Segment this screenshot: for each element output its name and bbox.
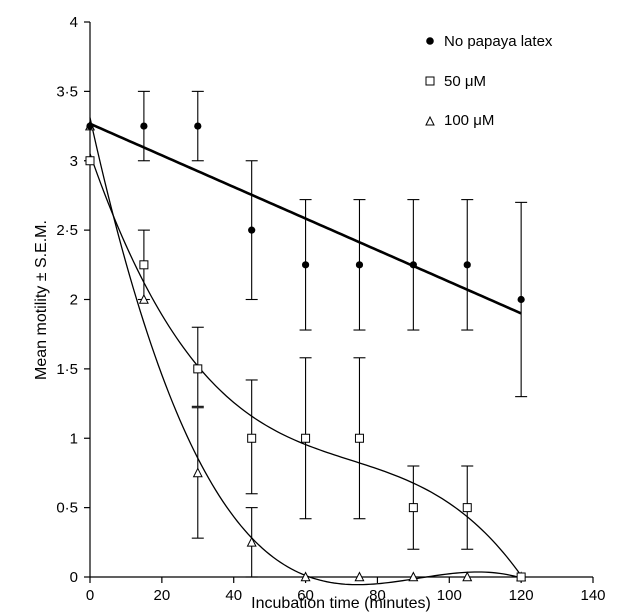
x-tick-label: 140	[580, 587, 605, 604]
legend-label-50um: 50 μM	[444, 73, 486, 90]
legend: No papaya latex 50 μM 100 μM	[425, 33, 553, 129]
y-tick-label: 4	[70, 14, 78, 31]
y-tick-label: 1	[70, 430, 78, 447]
data-point-no-papaya-latex	[248, 226, 256, 234]
x-tick-label: 0	[86, 587, 94, 604]
legend-label-100um: 100 μM	[444, 112, 494, 129]
x-tick-label: 120	[509, 587, 534, 604]
tick-group: 0 20 40 60 80 100 120 140 0 0·5 1 1·5 2 2·5 3 3·5 4	[56, 14, 605, 604]
x-axis-title: Incubation time (minutes)	[251, 595, 431, 612]
data-point-50um	[247, 433, 257, 443]
data-point-50um	[139, 260, 149, 270]
legend-item-50um: 50 μM	[425, 73, 486, 90]
data-point-no-papaya-latex	[301, 261, 310, 269]
data-point-100um	[462, 571, 473, 582]
legend-marker-open-square	[425, 76, 435, 86]
data-point-50um	[85, 156, 95, 166]
y-tick-label: 0·5	[56, 500, 78, 517]
data-point-100um	[192, 467, 203, 478]
data-point-100um	[138, 293, 149, 304]
x-tick-label: 20	[154, 587, 171, 604]
data-point-100um	[354, 571, 365, 582]
data-point-50um	[193, 364, 203, 374]
data-point-50um	[301, 433, 311, 443]
data-point-50um	[354, 433, 364, 443]
y-axis-title: Mean motility ± S.E.M.	[33, 220, 50, 380]
data-point-no-papaya-latex	[355, 261, 364, 269]
data-points	[84, 120, 527, 582]
data-point-100um	[246, 536, 257, 547]
data-point-50um	[462, 503, 472, 513]
y-tick-label: 2·5	[56, 222, 78, 239]
data-point-no-papaya-latex	[86, 122, 94, 130]
legend-item-100um: 100 μM	[425, 112, 494, 129]
data-point-100um	[300, 571, 311, 582]
y-tick-label: 3	[70, 153, 78, 170]
legend-marker-open-triangle	[425, 115, 435, 126]
data-point-no-papaya-latex	[517, 295, 525, 304]
x-tick-label: 100	[437, 587, 462, 604]
data-point-50um	[516, 572, 526, 582]
legend-label-no-papaya-latex: No papaya latex	[444, 33, 553, 50]
data-point-100um	[408, 571, 419, 582]
y-tick-label: 1·5	[56, 361, 78, 378]
data-point-no-papaya-latex	[194, 122, 202, 130]
x-tick-label: 80	[369, 587, 386, 604]
data-point-no-papaya-latex	[409, 261, 417, 269]
x-tick-label: 60	[297, 587, 314, 604]
data-point-no-papaya-latex	[463, 261, 471, 269]
y-tick-label: 2	[70, 292, 78, 309]
y-tick-label: 3·5	[56, 83, 78, 100]
data-point-50um	[408, 503, 418, 513]
y-tick-label: 0	[70, 569, 78, 586]
legend-item-no-papaya-latex: No papaya latex	[426, 33, 553, 50]
x-tick-label: 40	[225, 587, 242, 604]
legend-marker-filled-circle	[426, 37, 434, 45]
data-point-no-papaya-latex	[140, 122, 148, 130]
